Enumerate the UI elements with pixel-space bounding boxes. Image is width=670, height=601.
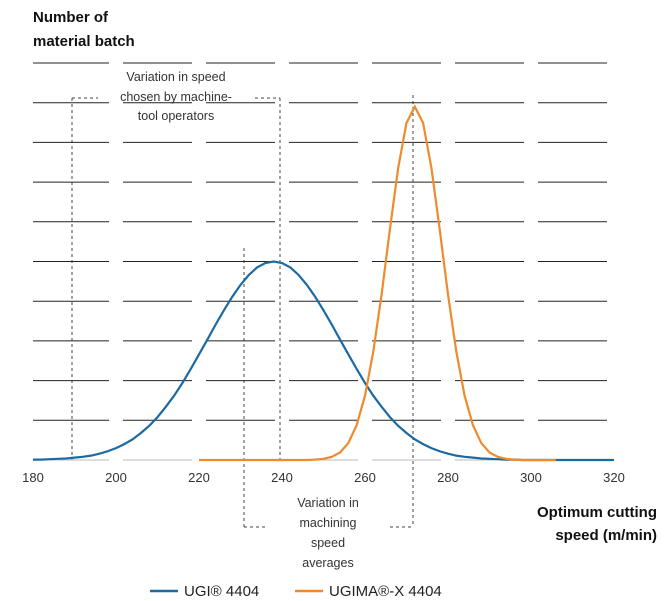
- annotation: averages: [302, 556, 353, 570]
- x-tick-label: 200: [105, 470, 127, 485]
- x-tick-label: 280: [437, 470, 459, 485]
- series-line: [199, 104, 556, 462]
- x-tick-label: 180: [22, 470, 44, 485]
- legend-label: UGI® 4404: [184, 583, 259, 600]
- y-axis-label: Number of: [33, 9, 109, 26]
- annotation: Variation in speed: [126, 70, 225, 84]
- annotation: tool operators: [138, 109, 214, 123]
- annotation: machining: [300, 516, 357, 530]
- y-axis-label: material batch: [33, 33, 135, 50]
- legend-label: UGIMA®-X 4404: [329, 583, 442, 600]
- annotation: Variation in: [297, 496, 359, 510]
- x-tick-label: 320: [603, 470, 625, 485]
- x-tick-label: 300: [520, 470, 542, 485]
- annotation-box: [71, 95, 414, 528]
- x-axis-label: Optimum cutting: [537, 504, 657, 521]
- x-tick-label: 220: [188, 470, 210, 485]
- x-tick-label: 260: [354, 470, 376, 485]
- x-tick-label: 240: [271, 470, 293, 485]
- annotation: speed: [311, 536, 345, 550]
- x-axis-label: speed (m/min): [555, 527, 657, 544]
- series-line: [33, 260, 614, 462]
- annotation: chosen by machine-: [120, 90, 232, 104]
